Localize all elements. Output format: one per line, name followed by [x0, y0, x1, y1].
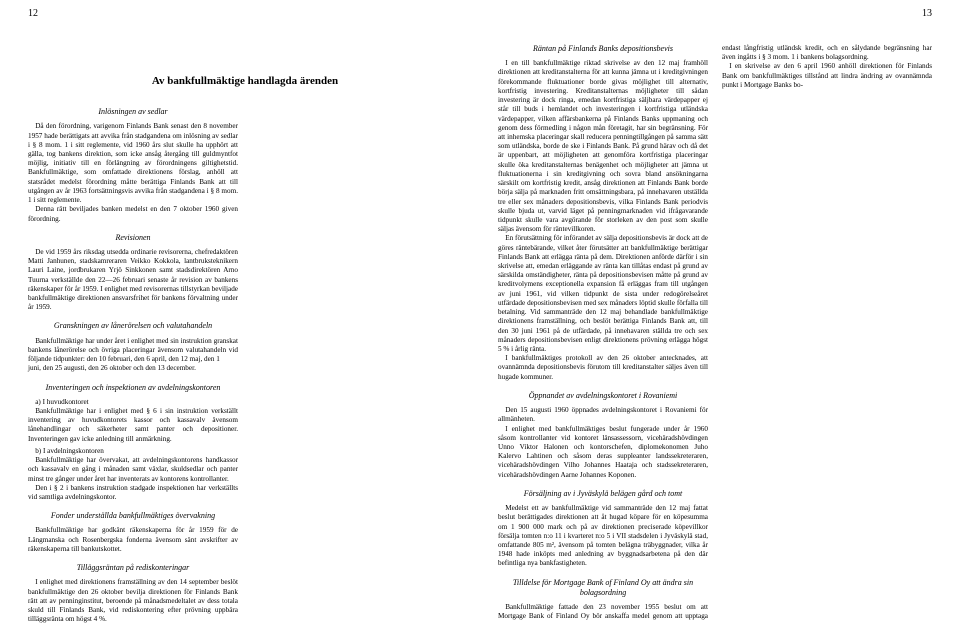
- paragraph: Den i § 2 i bankens instruktion stadgade…: [28, 484, 238, 502]
- paragraph: I en skrivelse av den 6 april 1960 anhöl…: [722, 62, 932, 90]
- paragraph: Då den förordning, varigenom Finlands Ba…: [28, 122, 238, 205]
- sub-heading-rantan: Räntan på Finlands Banks depositionsbevi…: [498, 44, 708, 54]
- sub-heading-inlosningen: Inlösningen av sedlar: [28, 107, 238, 117]
- paragraph: Bankfullmäktige har i enlighet med § 6 i…: [28, 407, 238, 444]
- page-number-left: 12: [28, 8, 38, 19]
- paragraph: Medelst ett av bankfullmäktige vid samma…: [498, 504, 708, 569]
- paragraph: Bankfullmäktige har godkänt räkenskapern…: [28, 526, 238, 554]
- paragraph: I bankfullmäktiges protokoll av den 26 o…: [498, 354, 708, 382]
- main-heading: Av bankfullmäktige handlagda ärenden: [28, 74, 462, 88]
- paragraph: Denna rätt beviljades banken medelst en …: [28, 205, 238, 223]
- paragraph: juni, den 25 augusti, den 26 oktober och…: [28, 364, 238, 373]
- right-columns: Räntan på Finlands Banks depositionsbevi…: [498, 44, 932, 634]
- list-item-a: a) I huvudkontoret: [28, 398, 238, 407]
- page-number-right: 13: [922, 8, 932, 19]
- sub-heading-tilldelse: Tilldelse för Mortgage Bank of Finland O…: [498, 578, 708, 598]
- right-page: 13 Räntan på Finlands Banks depositionsb…: [480, 0, 960, 640]
- paragraph: I en till bankfullmäktige riktad skrivel…: [498, 59, 708, 234]
- sub-heading-tillaggsrantan: Tilläggsräntan på rediskonteringar: [28, 563, 238, 573]
- list-item-b: b) I avdelningskontoren: [28, 447, 238, 456]
- page-spread: 12 Av bankfullmäktige handlagda ärenden …: [0, 0, 960, 640]
- paragraph: I enlighet med direktionens framställnin…: [28, 578, 238, 624]
- paragraph: En förutsättning för införandet av sälja…: [498, 234, 708, 354]
- sub-heading-forsaljning: Försäljning av i Jyväskylä belägen gård …: [498, 489, 708, 499]
- left-columns: Av bankfullmäktige handlagda ärenden Inl…: [28, 44, 462, 634]
- paragraph: De vid 1959 års riksdag utsedda ordinari…: [28, 248, 238, 313]
- paragraph: Den 15 augusti 1960 öppnades avdelningsk…: [498, 406, 708, 424]
- paragraph: Bankfullmäktige har övervakat, att avdel…: [28, 456, 238, 484]
- paragraph: I enlighet med bankfullmäktiges beslut f…: [498, 425, 708, 480]
- paragraph: Bankfullmäktige har under året i enlighe…: [28, 337, 238, 365]
- sub-heading-revisionen: Revisionen: [28, 233, 238, 243]
- sub-heading-inventeringen: Inventeringen och inspektionen av avdeln…: [28, 383, 238, 393]
- left-page: 12 Av bankfullmäktige handlagda ärenden …: [0, 0, 480, 640]
- sub-heading-fonder: Fonder underställda bankfullmäktiges öve…: [28, 511, 238, 521]
- sub-heading-oppnandet: Öppnandet av avdelningskontoret i Rovani…: [498, 391, 708, 401]
- sub-heading-granskningen: Granskningen av lånerörelsen och valutah…: [28, 321, 238, 331]
